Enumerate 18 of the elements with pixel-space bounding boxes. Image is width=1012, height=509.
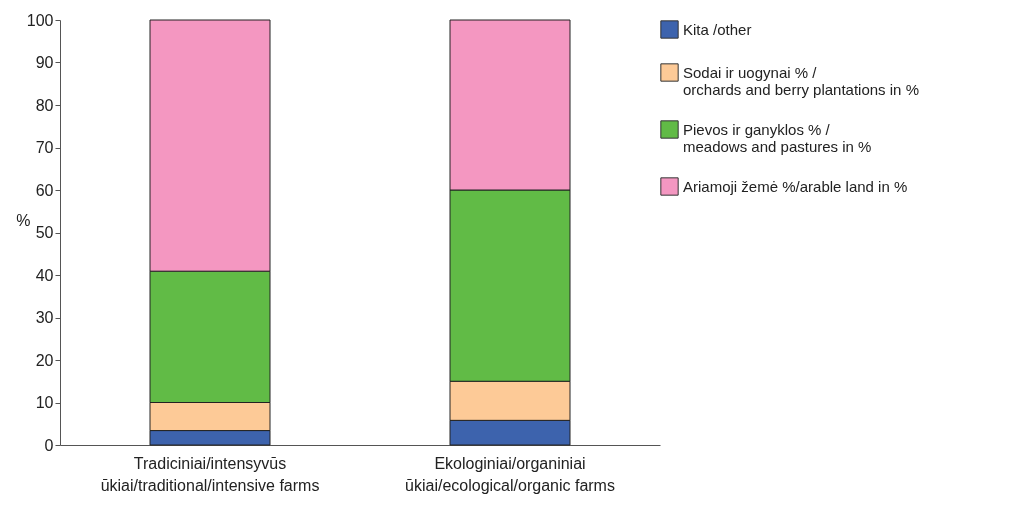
- y-tick-label: 80: [35, 96, 54, 114]
- y-tick-label: 20: [35, 351, 54, 369]
- legend-label: Pievos ir ganyklos % / meadows and pastures in %: [683, 120, 872, 155]
- y-tick-label: 100: [26, 11, 54, 29]
- y-tick-label: 50: [35, 224, 54, 241]
- y-tick-label: 10: [35, 394, 54, 411]
- legend-label: Sodai ir uogynai % / orchards and berry plantations in %: [683, 63, 919, 98]
- y-tick-label: 60: [35, 181, 54, 199]
- x-tick-label: Ekologiniai/organiniai ūkiai/ecological/organic farms: [405, 454, 615, 494]
- legend-label: Ariamoji žemė %/arable land in %: [683, 177, 908, 195]
- y-axis-title: %: [16, 211, 31, 229]
- y-tick-label: 70: [35, 139, 54, 156]
- y-tick-label: 90: [35, 54, 54, 71]
- x-tick-label: Tradiciniai/intensyvūs ūkiai/traditional/intensive farms: [100, 454, 320, 494]
- y-tick-label: 0: [44, 436, 54, 454]
- y-tick-label: 30: [35, 309, 54, 326]
- legend-label: Kita /other: [683, 20, 752, 38]
- y-tick-label: 40: [35, 266, 54, 284]
